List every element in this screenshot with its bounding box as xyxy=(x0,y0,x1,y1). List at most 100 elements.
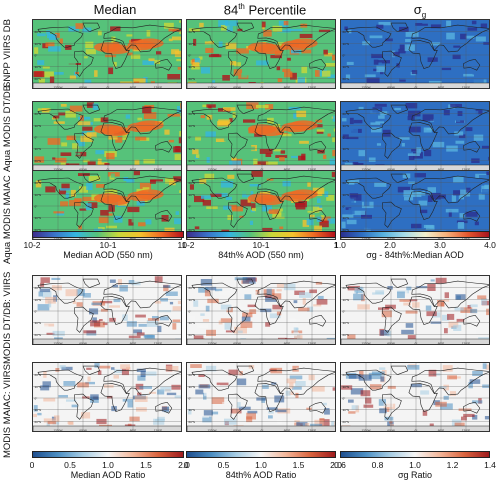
map-cell xyxy=(283,283,296,291)
map-cell xyxy=(187,315,196,322)
map-cell xyxy=(268,415,273,419)
latitude-label: 0° xyxy=(189,54,193,58)
map-cell xyxy=(161,406,170,412)
map-cell xyxy=(199,22,204,28)
map-cell xyxy=(65,110,76,118)
map-cell xyxy=(471,158,480,163)
map-cell xyxy=(165,291,178,296)
map-cell xyxy=(316,299,328,305)
coastline xyxy=(37,282,84,304)
map-cell xyxy=(473,134,484,141)
map-cell xyxy=(53,211,65,214)
map-cell xyxy=(81,412,91,419)
latitude-label: 30°N xyxy=(189,42,196,46)
map-cell xyxy=(465,292,478,300)
map-cell xyxy=(374,103,387,107)
map-cell xyxy=(78,173,90,176)
map-cell xyxy=(55,32,60,38)
latitude-label: 60°N xyxy=(189,373,196,377)
map-cell xyxy=(224,418,237,425)
map-cell xyxy=(420,209,428,214)
latitude-label: 60°S xyxy=(35,420,42,424)
map-cell xyxy=(98,365,111,369)
map-cell xyxy=(431,117,445,120)
colorbar-title: Median AOD (550 nm) xyxy=(63,250,153,260)
map-cell xyxy=(293,332,299,335)
coastline xyxy=(309,401,327,414)
map-cell xyxy=(350,388,364,395)
map-cell xyxy=(331,171,335,178)
map-cell xyxy=(179,20,181,23)
map-cell xyxy=(416,286,428,289)
latitude-label: 0° xyxy=(189,205,193,209)
map-cell xyxy=(312,187,325,194)
map-cell xyxy=(248,146,255,151)
latitude-label: 0° xyxy=(189,310,193,314)
longitude-label: 0° xyxy=(415,342,419,346)
map-cell xyxy=(89,308,99,315)
map-cell xyxy=(172,323,177,330)
map-cell xyxy=(124,178,134,181)
map-cell xyxy=(70,189,76,197)
map-cell xyxy=(401,329,414,335)
map-cell xyxy=(345,109,359,114)
map-cell xyxy=(457,222,465,229)
map-cell xyxy=(121,368,129,376)
map-cell xyxy=(61,377,71,384)
map-cell xyxy=(163,284,169,292)
map-cell xyxy=(332,387,335,391)
map-cell xyxy=(84,56,88,59)
map-cell xyxy=(202,319,210,322)
map-cell xyxy=(283,20,289,26)
map-cell xyxy=(128,219,134,226)
colorbar-tick-label: 2.0 xyxy=(178,460,190,470)
map-cell xyxy=(381,310,392,318)
map-cell xyxy=(107,395,113,399)
map-cell xyxy=(145,371,157,376)
map-cell xyxy=(317,335,328,338)
map-cell xyxy=(399,76,407,80)
map-cell xyxy=(157,135,167,142)
map-cell xyxy=(234,62,241,67)
map-svg: 60°N 30°N 0° 30°S 60°S 120°W 60°W 0° 60°E 120°E xyxy=(187,171,335,239)
map-cell xyxy=(40,277,50,283)
map-cell xyxy=(179,30,181,35)
coastline xyxy=(463,314,481,327)
map-cell xyxy=(304,205,313,211)
map-cell xyxy=(43,418,55,423)
map-cell xyxy=(467,305,471,309)
latitude-label: 30°N xyxy=(35,193,42,197)
map-cell xyxy=(143,112,157,119)
map-cell xyxy=(206,329,216,336)
longitude-label: 120°W xyxy=(53,86,62,90)
map-cell xyxy=(398,48,406,54)
map-svg: 60°N 30°N 0° 30°S 60°S 120°W 60°W 0° 60°E 120°E xyxy=(341,363,489,431)
map-cell xyxy=(357,304,370,310)
map-cell xyxy=(348,208,355,215)
map-cell xyxy=(55,157,67,163)
map-panel: 60°N 30°N 0° 30°S 60°S 120°W 60°W 0° 60°E 120°E xyxy=(32,275,182,345)
latitude-label: 30°S xyxy=(343,321,350,325)
map-cell xyxy=(489,85,490,88)
map-cell xyxy=(307,182,311,187)
map-cell xyxy=(66,135,76,141)
map-cell xyxy=(47,34,57,39)
latitude-label: 60°N xyxy=(343,373,350,377)
map-cell xyxy=(309,214,315,218)
coastline xyxy=(390,104,409,115)
colorbar-tick-label: 1.0 xyxy=(409,460,421,470)
coastline xyxy=(390,173,409,184)
map-cell xyxy=(475,36,486,42)
map-cell xyxy=(360,390,371,397)
map-cell xyxy=(459,213,465,219)
map-cell xyxy=(193,300,199,307)
map-cell xyxy=(34,47,39,54)
colorbar-tick-label: 0.5 xyxy=(217,460,230,470)
map-cell xyxy=(442,365,453,372)
map-cell xyxy=(82,159,90,163)
map-cell xyxy=(317,207,323,212)
map-cell xyxy=(427,195,433,202)
map-cell xyxy=(399,306,410,312)
map-cell xyxy=(334,421,335,428)
map-cell xyxy=(83,330,97,334)
